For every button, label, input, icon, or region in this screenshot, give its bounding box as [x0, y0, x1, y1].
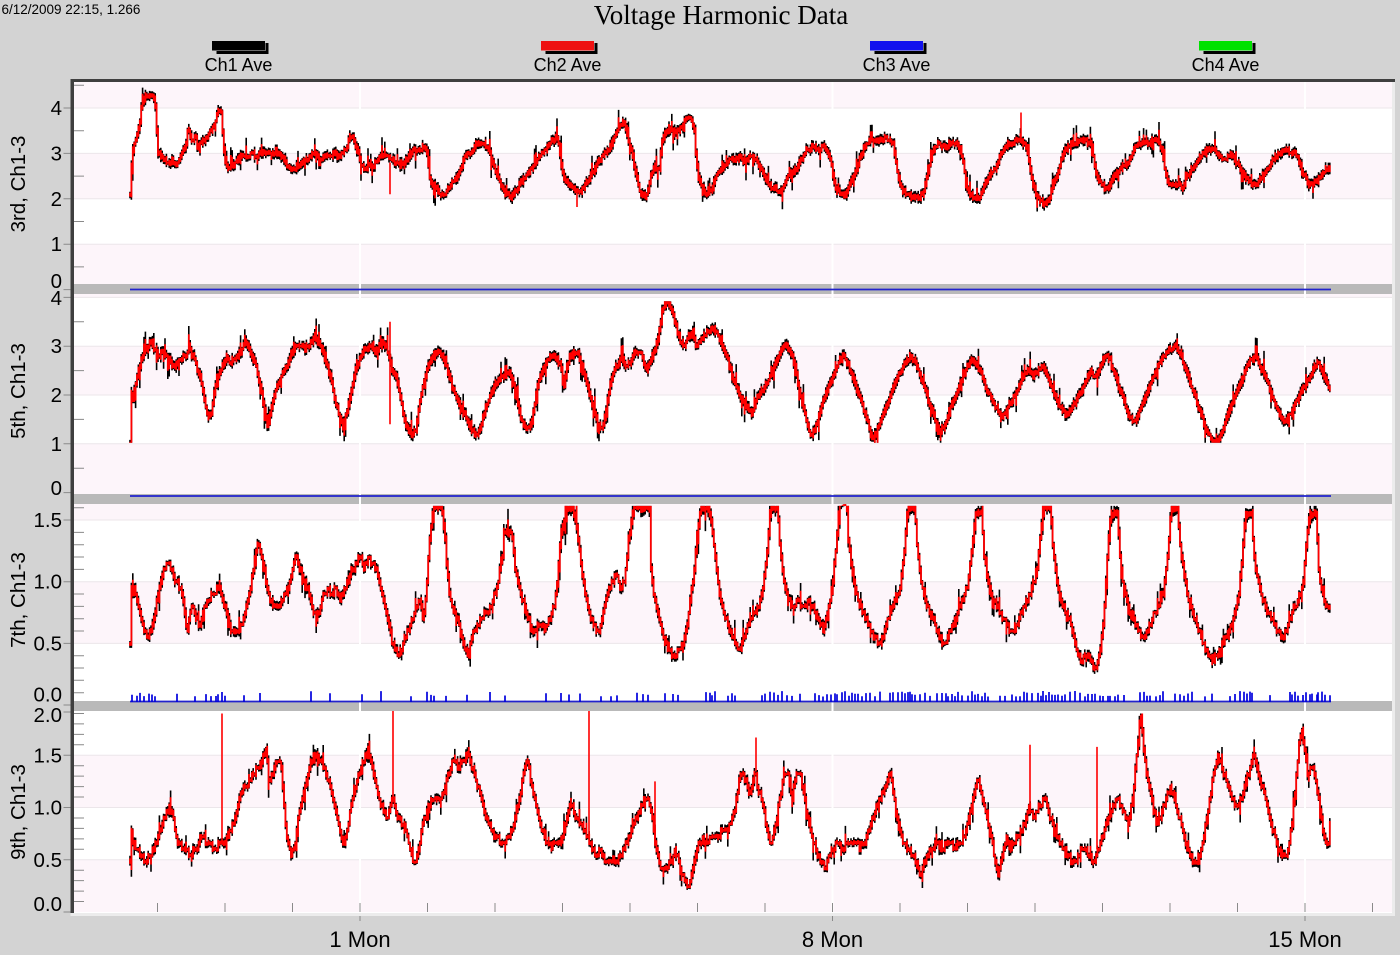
svg-text:4: 4 — [51, 287, 62, 310]
svg-text:6/12/2009 22:15, 1.266: 6/12/2009 22:15, 1.266 — [2, 2, 141, 17]
svg-text:Ch4 Ave: Ch4 Ave — [1192, 55, 1260, 75]
svg-text:0.0: 0.0 — [34, 893, 63, 916]
svg-text:1.5: 1.5 — [34, 509, 63, 532]
svg-text:5th, Ch1-3: 5th, Ch1-3 — [7, 343, 30, 439]
svg-text:15 Mon: 15 Mon — [1268, 927, 1341, 952]
svg-text:0: 0 — [51, 477, 62, 500]
svg-text:2: 2 — [51, 188, 62, 211]
svg-text:1 Mon: 1 Mon — [329, 927, 390, 952]
svg-text:8 Mon: 8 Mon — [802, 927, 863, 952]
svg-text:Ch2 Ave: Ch2 Ave — [534, 55, 602, 75]
svg-text:3: 3 — [51, 142, 62, 165]
svg-text:3: 3 — [51, 335, 62, 358]
svg-text:0.5: 0.5 — [34, 632, 63, 655]
svg-text:2: 2 — [51, 384, 62, 407]
svg-text:1: 1 — [51, 433, 62, 456]
svg-text:Ch3 Ave: Ch3 Ave — [863, 55, 931, 75]
svg-text:0.0: 0.0 — [34, 684, 63, 707]
svg-text:Voltage Harmonic Data: Voltage Harmonic Data — [594, 0, 848, 30]
svg-text:1.0: 1.0 — [34, 571, 63, 594]
svg-text:0.5: 0.5 — [34, 849, 63, 872]
svg-text:0: 0 — [51, 270, 62, 293]
svg-text:7th, Ch1-3: 7th, Ch1-3 — [7, 552, 30, 648]
svg-text:3rd, Ch1-3: 3rd, Ch1-3 — [7, 136, 30, 233]
svg-text:4: 4 — [51, 97, 62, 120]
svg-text:1.0: 1.0 — [34, 797, 63, 820]
svg-text:2.0: 2.0 — [34, 704, 63, 727]
svg-text:1.5: 1.5 — [34, 744, 63, 767]
svg-text:9th, Ch1-3: 9th, Ch1-3 — [7, 764, 30, 860]
svg-text:1: 1 — [51, 233, 62, 256]
svg-text:Ch1 Ave: Ch1 Ave — [205, 55, 273, 75]
